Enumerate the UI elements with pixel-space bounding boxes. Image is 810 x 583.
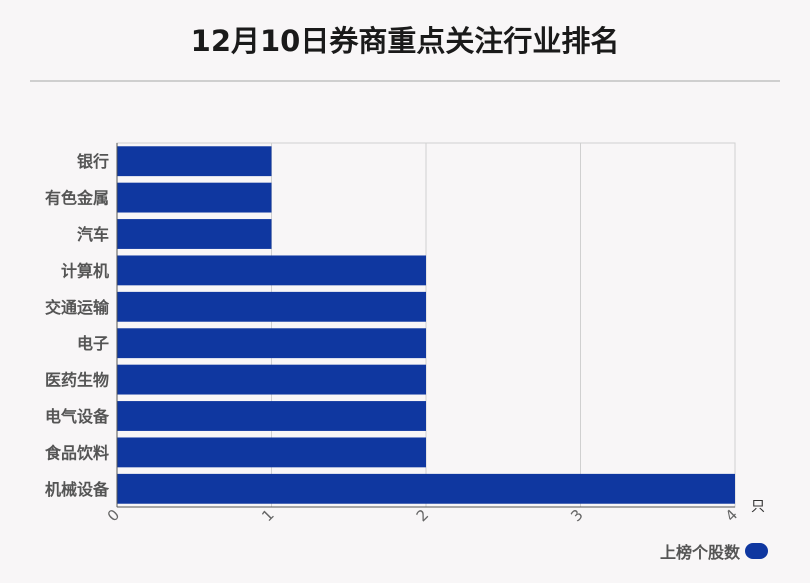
bar-1 (117, 146, 272, 177)
bar-6 (117, 328, 426, 359)
legend-label: 上榜个股数 (660, 543, 741, 562)
category-label: 交通运输 (45, 298, 110, 317)
category-label: 电子 (77, 334, 109, 353)
category-label: 汽车 (77, 225, 109, 244)
category-label: 机械设备 (45, 480, 110, 499)
x-tick-label: 1 (258, 506, 277, 525)
x-unit-label: 只 (751, 499, 765, 515)
x-tick-label: 0 (104, 506, 123, 525)
bar-5 (117, 291, 426, 322)
x-tick-label: 2 (413, 506, 432, 525)
bar-4 (117, 255, 426, 286)
bar-10 (117, 473, 735, 504)
category-label: 银行 (77, 152, 109, 171)
category-label: 有色金属 (45, 189, 109, 208)
bar-7 (117, 364, 426, 395)
legend[interactable]: 上榜个股数 (660, 540, 769, 562)
bar-2 (117, 182, 272, 213)
category-label: 食品饮料 (44, 443, 109, 462)
chart-title: 12月10日券商重点关注行业排名 (190, 24, 620, 58)
bar-8 (117, 401, 426, 431)
legend-swatch (745, 543, 769, 559)
title-divider (30, 80, 780, 82)
category-label: 医药生物 (45, 371, 109, 390)
bar-3 (117, 219, 272, 249)
x-tick-label: 3 (567, 506, 586, 525)
category-label: 电气设备 (45, 407, 110, 426)
x-tick-label: 4 (722, 506, 741, 525)
category-label: 计算机 (61, 261, 109, 280)
bar-9 (117, 437, 426, 468)
